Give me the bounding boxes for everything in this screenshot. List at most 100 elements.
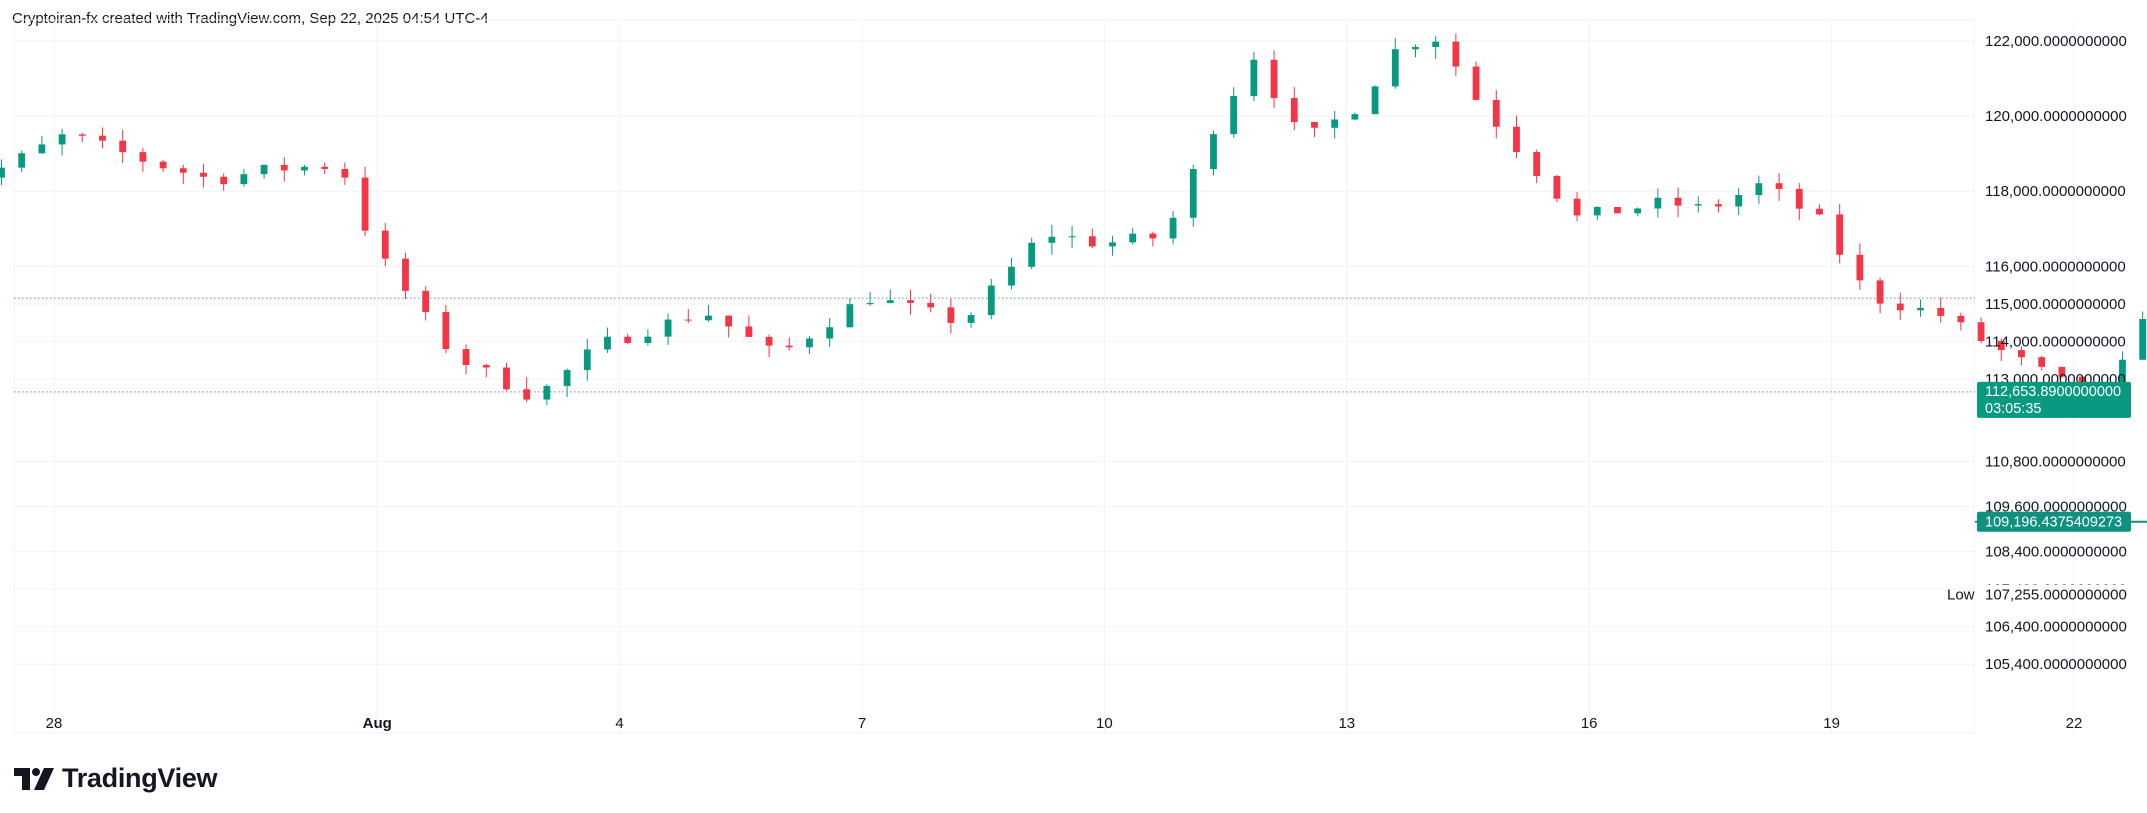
candle-body <box>361 177 369 231</box>
candle-body <box>220 176 228 185</box>
current-price-badge <box>1977 381 2131 418</box>
plot-frame <box>13 19 1975 734</box>
time-axis[interactable]: 28Aug4710131619222528Sep4710131619222528… <box>46 715 2147 732</box>
support-price-label: 109,196.4375409273 <box>1985 515 2122 531</box>
candle-body <box>1109 242 1116 247</box>
candle-body <box>1169 217 1177 239</box>
candle-body <box>1189 169 1197 218</box>
time-tick-label: Aug <box>363 715 392 732</box>
candle-body <box>1008 266 1015 286</box>
candles-group <box>0 33 2147 406</box>
low-marker-value: 107,255.0000000000 <box>1985 587 2127 604</box>
candle-body <box>78 134 86 136</box>
tradingview-logo-icon <box>14 767 54 790</box>
time-tick-label: 19 <box>1823 715 1840 732</box>
candle-body <box>1472 66 1480 100</box>
candle-body <box>341 168 349 178</box>
candle-body <box>583 349 591 371</box>
candle-body <box>1492 99 1500 127</box>
candle-body <box>967 315 975 323</box>
time-tick-label: 10 <box>1096 715 1113 732</box>
candle-body <box>1795 188 1803 209</box>
candle-body <box>1593 207 1601 216</box>
candle-body <box>0 167 5 178</box>
candle-body <box>200 172 207 177</box>
candle-body <box>765 336 773 346</box>
candle-body <box>260 164 268 175</box>
candle-body <box>644 336 652 344</box>
candle-body <box>240 174 248 185</box>
candle-body <box>503 367 510 390</box>
candle-body <box>1149 233 1157 239</box>
candle-body <box>119 140 127 153</box>
support-price-badge <box>1977 511 2131 532</box>
candle-body <box>301 166 308 171</box>
price-tick-label: 115,000.0000000000 <box>1985 296 2126 313</box>
candle-body <box>1230 95 1238 135</box>
candle-body <box>462 349 470 365</box>
chart-grid <box>13 19 2075 734</box>
candle-body <box>1957 315 1965 323</box>
candle-body <box>705 315 712 321</box>
tradingview-logo[interactable]: TradingView <box>14 763 218 794</box>
chart-caption: Cryptoiran-fx created with TradingView.c… <box>12 10 489 27</box>
price-axis[interactable]: 122,000.0000000000 120,000.0000000000 118,… <box>1947 33 2132 673</box>
low-value-bg <box>1982 584 2132 604</box>
candle-body <box>947 307 955 323</box>
candle-body <box>624 336 632 344</box>
candle-body <box>1654 197 1662 209</box>
candle-body <box>1290 98 1298 123</box>
candle-body <box>442 312 450 350</box>
candle-body <box>280 164 288 171</box>
price-tick-label: 108,400.0000000000 <box>1985 544 2127 561</box>
candle-body <box>1088 236 1096 247</box>
price-tick-label: 116,000.0000000000 <box>1985 258 2126 275</box>
countdown-label: 03:05:35 <box>1985 401 2041 417</box>
candle-body <box>1876 280 1884 304</box>
candle-body <box>684 319 692 321</box>
candle-body <box>1674 197 1682 206</box>
candle-body <box>179 168 187 173</box>
candle-body <box>1210 134 1217 170</box>
candle-body <box>987 285 995 316</box>
price-tick-label: 114,000.0000000000 <box>1985 333 2126 350</box>
candle-body <box>1977 322 1985 342</box>
candle-body <box>2119 359 2126 390</box>
price-tick-label: 109,600.0000000000 <box>1985 499 2127 516</box>
candle-body <box>1694 204 1702 206</box>
low-marker-label: Low <box>1947 587 1975 604</box>
current-price-label: 112,653.8900000000 <box>1985 384 2121 400</box>
candle-body <box>745 326 753 337</box>
candle-body <box>38 144 46 154</box>
time-tick-label: 28 <box>46 715 63 732</box>
price-tick-label: 110,800.0000000000 <box>1985 453 2126 470</box>
candle-body <box>1513 126 1520 153</box>
price-tick-label: 122,000.0000000000 <box>1985 33 2127 50</box>
candle-body <box>1937 307 1945 316</box>
candle-body <box>1573 198 1581 216</box>
candle-body <box>927 302 935 308</box>
candle-body <box>1715 204 1722 207</box>
candle-body <box>1250 59 1258 96</box>
candle-body <box>18 153 26 168</box>
candle-body <box>1311 122 1318 128</box>
candle-body <box>2058 366 2066 377</box>
candle-body <box>1048 236 1056 243</box>
candle-body <box>1614 207 1621 214</box>
price-tick-label: 120,000.0000000000 <box>1985 108 2127 125</box>
candle-body <box>1775 183 1783 189</box>
candle-body <box>725 315 733 327</box>
time-tick-label: 4 <box>615 715 623 732</box>
candle-body <box>402 258 409 291</box>
candle-body <box>1856 254 1864 281</box>
candle-body <box>1533 152 1541 176</box>
candle-body <box>1997 341 2005 351</box>
candle-body <box>1836 214 1844 255</box>
candle-body <box>1634 208 1642 214</box>
candle-body <box>1351 114 1359 120</box>
candle-body <box>866 302 874 305</box>
candle-body <box>604 336 611 350</box>
price-tick-label: 118,000.0000000000 <box>1985 183 2126 200</box>
candle-body <box>1028 242 1036 267</box>
